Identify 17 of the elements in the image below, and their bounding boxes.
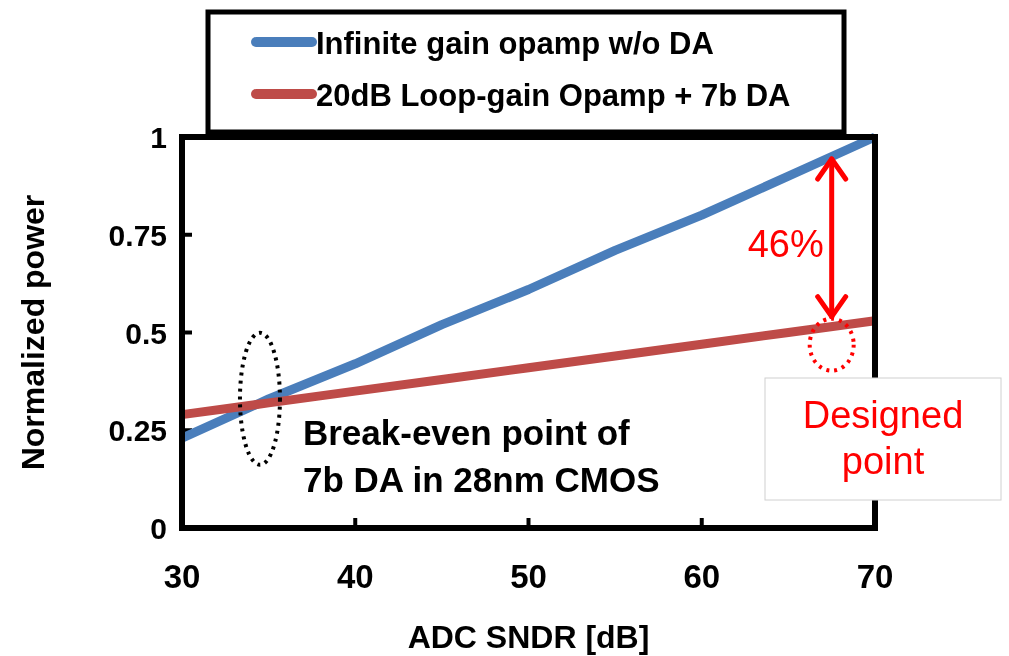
y-tick-label: 0.25 bbox=[108, 414, 167, 448]
x-tick-label: 60 bbox=[683, 558, 721, 595]
x-tick-label: 70 bbox=[856, 558, 894, 595]
legend-label: 20dB Loop-gain Opamp + 7b DA bbox=[316, 78, 791, 113]
x-tick-label: 50 bbox=[510, 558, 547, 595]
y-tick-label: 0.75 bbox=[108, 218, 167, 252]
y-axis-title: Normalized power bbox=[15, 194, 51, 471]
annotation: 46% bbox=[747, 222, 824, 265]
annotation: Designed point bbox=[802, 394, 964, 482]
x-tick-label: 30 bbox=[163, 558, 201, 595]
y-tick-label: 1 bbox=[150, 121, 167, 154]
y-tick-label: 0 bbox=[150, 512, 167, 545]
y-tick-label: 0.5 bbox=[125, 316, 167, 350]
legend-label: Infinite gain opamp w/o DA bbox=[316, 26, 714, 61]
x-tick-label: 40 bbox=[336, 558, 374, 595]
x-axis-title: ADC SNDR [dB] bbox=[407, 619, 650, 655]
annotation: Break-even point of 7b DA in 28nm CMOS bbox=[302, 412, 660, 499]
